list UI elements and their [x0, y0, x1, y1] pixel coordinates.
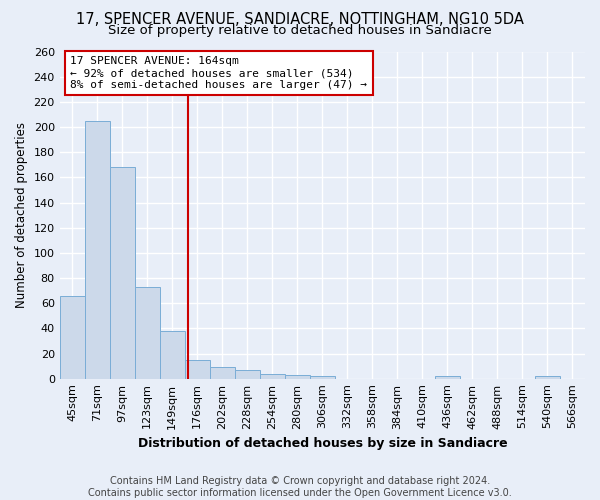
- Bar: [535, 376, 560, 378]
- Text: Contains HM Land Registry data © Crown copyright and database right 2024.
Contai: Contains HM Land Registry data © Crown c…: [88, 476, 512, 498]
- Bar: [260, 374, 285, 378]
- Bar: [85, 120, 110, 378]
- Y-axis label: Number of detached properties: Number of detached properties: [15, 122, 28, 308]
- Bar: [59, 296, 85, 378]
- Text: 17 SPENCER AVENUE: 164sqm
← 92% of detached houses are smaller (534)
8% of semi-: 17 SPENCER AVENUE: 164sqm ← 92% of detac…: [70, 56, 367, 90]
- Bar: [235, 370, 260, 378]
- Bar: [110, 168, 135, 378]
- Bar: [185, 360, 210, 378]
- X-axis label: Distribution of detached houses by size in Sandiacre: Distribution of detached houses by size …: [137, 437, 507, 450]
- Bar: [435, 376, 460, 378]
- Bar: [160, 331, 185, 378]
- Bar: [210, 368, 235, 378]
- Text: 17, SPENCER AVENUE, SANDIACRE, NOTTINGHAM, NG10 5DA: 17, SPENCER AVENUE, SANDIACRE, NOTTINGHA…: [76, 12, 524, 28]
- Bar: [285, 375, 310, 378]
- Bar: [135, 287, 160, 378]
- Text: Size of property relative to detached houses in Sandiacre: Size of property relative to detached ho…: [108, 24, 492, 37]
- Bar: [310, 376, 335, 378]
